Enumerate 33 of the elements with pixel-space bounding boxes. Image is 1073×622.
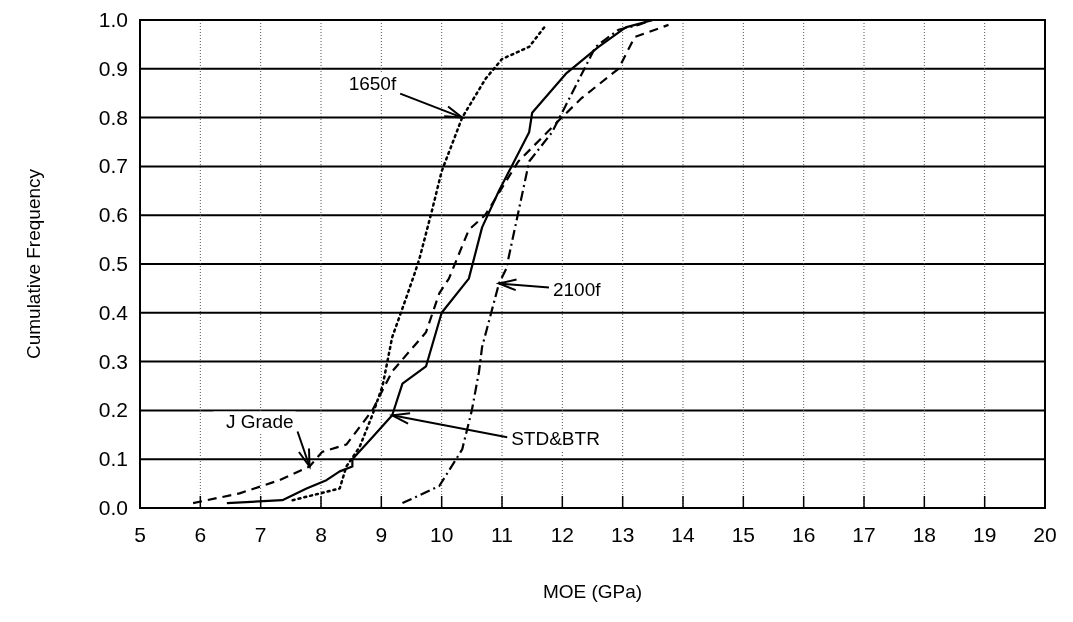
x-axis-title: MOE (GPa) <box>542 581 643 602</box>
y-axis-title: Cumulative Frequency <box>23 168 44 360</box>
x-tick-label: 15 <box>731 523 756 546</box>
y-tick-label: 0.5 <box>98 252 128 275</box>
annotation: 2100f <box>552 278 602 300</box>
x-tick-label: 8 <box>315 523 327 546</box>
x-tick-label: 17 <box>852 523 876 546</box>
x-tick-label: 14 <box>671 523 695 546</box>
x-tick-label: 18 <box>912 523 937 546</box>
y-tick-label: 0.8 <box>98 105 128 129</box>
y-tick-label: 0.4 <box>98 300 129 324</box>
y-tick-label: 0.3 <box>98 349 128 373</box>
x-tick-label: 16 <box>791 523 816 546</box>
x-tick-label: 5 <box>134 523 146 546</box>
annotation: J Grade <box>225 410 294 432</box>
y-tick-label: 0.6 <box>98 203 128 227</box>
x-tick-label: 10 <box>429 523 454 546</box>
x-tick-label: 7 <box>254 523 267 546</box>
y-tick-label: 0.7 <box>98 154 128 178</box>
y-tick-label: 1.0 <box>98 8 128 31</box>
x-tick-label: 20 <box>1033 523 1057 546</box>
x-tick-label: 19 <box>972 523 997 546</box>
y-tick-label: 0.1 <box>98 447 128 471</box>
x-tick-label: 6 <box>194 523 207 546</box>
y-tick-label: 0.9 <box>98 56 128 80</box>
annotation: 1650f <box>348 72 397 94</box>
x-tick-label: 11 <box>491 523 513 546</box>
x-tick-label: 12 <box>550 523 575 546</box>
annotation: STD&BTR <box>511 428 600 450</box>
x-tick-label: 13 <box>610 523 635 546</box>
y-tick-label: 0.0 <box>98 496 128 519</box>
y-tick-label: 0.2 <box>98 398 128 422</box>
x-tick-label: 9 <box>375 523 388 546</box>
